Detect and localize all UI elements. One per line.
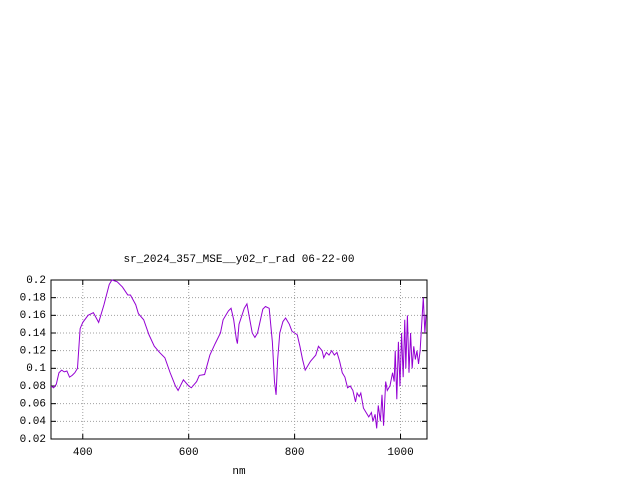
y-tick-label: 0.12	[20, 346, 46, 358]
y-tick-label: 0.08	[20, 381, 46, 393]
chart-title: sr_2024_357_MSE__y02_r_rad 06-22-00	[123, 254, 354, 266]
plot-border	[50, 279, 428, 440]
y-tick-label: 0.06	[20, 399, 46, 411]
x-tick-label: 400	[73, 447, 93, 459]
x-axis-label: nm	[232, 466, 246, 478]
y-tick-label: 0.16	[20, 310, 46, 322]
y-tick-label: 0.2	[26, 275, 46, 287]
y-tick-label: 0.14	[20, 328, 47, 340]
data-line	[50, 279, 427, 429]
y-tick-label: 0.18	[20, 293, 46, 305]
x-tick-label: 1000	[387, 447, 413, 459]
y-tick-label: 0.04	[20, 416, 47, 428]
y-tick-label: 0.1	[26, 363, 46, 375]
x-tick-label: 800	[285, 447, 305, 459]
x-tick-label: 600	[179, 447, 199, 459]
y-tick-label: 0.02	[20, 434, 46, 446]
